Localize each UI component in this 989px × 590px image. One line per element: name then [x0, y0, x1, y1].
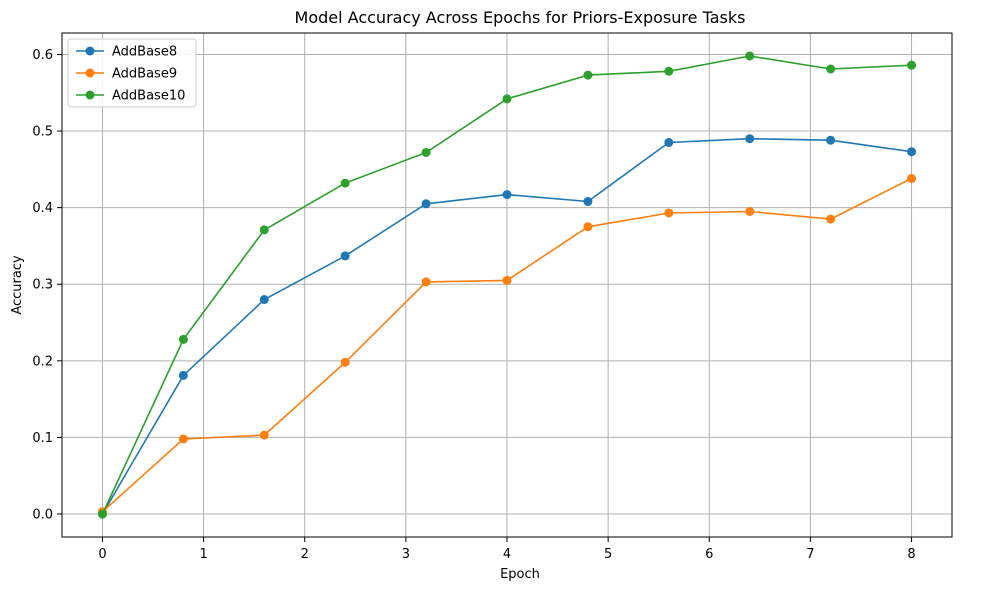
series-addbase10: [97, 51, 917, 519]
grid: [62, 33, 952, 537]
y-axis-title: Accuracy: [10, 255, 25, 315]
x-tick-label: 5: [604, 547, 612, 562]
y-axis: 0.0 0.1 0.2 0.3 0.4 0.5 0.6: [32, 48, 62, 523]
data-point: [664, 138, 674, 148]
data-point: [745, 134, 755, 144]
data-point: [826, 214, 836, 224]
legend-label: AddBase10: [112, 89, 185, 104]
data-point: [745, 51, 755, 61]
data-point: [502, 94, 512, 104]
x-tick-label: 4: [503, 547, 511, 562]
data-point: [340, 357, 350, 367]
data-point: [421, 277, 431, 287]
data-point: [421, 147, 431, 157]
data-point: [97, 509, 107, 519]
legend-label: AddBase9: [112, 67, 177, 82]
y-tick-label: 0.3: [32, 278, 53, 293]
data-point: [907, 174, 917, 184]
x-tick-label: 7: [806, 547, 814, 562]
data-point: [826, 135, 836, 145]
x-tick-label: 8: [907, 547, 915, 562]
data-point: [745, 206, 755, 216]
data-point: [502, 190, 512, 200]
y-tick-label: 0.6: [32, 48, 53, 63]
x-axis-title: Epoch: [500, 567, 540, 582]
data-point: [502, 275, 512, 285]
data-point: [259, 295, 269, 305]
data-point: [340, 178, 350, 188]
x-tick-label: 6: [705, 547, 713, 562]
y-tick-label: 0.0: [32, 508, 53, 523]
legend-box: [67, 38, 197, 108]
y-tick-label: 0.1: [32, 431, 53, 446]
data-point: [421, 199, 431, 209]
data-point: [664, 66, 674, 76]
data-point: [583, 70, 593, 80]
x-tick-label: 2: [301, 547, 309, 562]
legend: AddBase8 AddBase9 AddBase10: [67, 38, 197, 108]
legend-swatch-marker: [85, 68, 95, 78]
data-point: [907, 60, 917, 70]
legend-item: AddBase9: [76, 67, 177, 82]
y-tick-label: 0.5: [32, 125, 53, 140]
data-point: [259, 430, 269, 440]
series-layer: [97, 51, 917, 519]
data-point: [178, 334, 188, 344]
x-axis: 0 1 2 3 4 5 6 7 8: [98, 537, 916, 562]
legend-swatch-marker: [85, 90, 95, 100]
legend-item: AddBase8: [76, 45, 177, 60]
data-point: [583, 197, 593, 207]
legend-item: AddBase10: [76, 89, 185, 104]
data-point: [583, 222, 593, 232]
data-point: [178, 434, 188, 444]
data-point: [340, 251, 350, 261]
y-tick-label: 0.2: [32, 354, 53, 369]
data-point: [664, 208, 674, 218]
data-point: [907, 147, 917, 157]
data-point: [178, 370, 188, 380]
legend-label: AddBase8: [112, 45, 177, 60]
data-point: [826, 64, 836, 74]
x-tick-label: 3: [402, 547, 410, 562]
data-point: [259, 225, 269, 235]
x-tick-label: 1: [199, 547, 207, 562]
y-tick-label: 0.4: [32, 201, 53, 216]
chart-title: Model Accuracy Across Epochs for Priors-…: [295, 8, 746, 27]
x-tick-label: 0: [98, 547, 106, 562]
legend-swatch-marker: [85, 46, 95, 56]
